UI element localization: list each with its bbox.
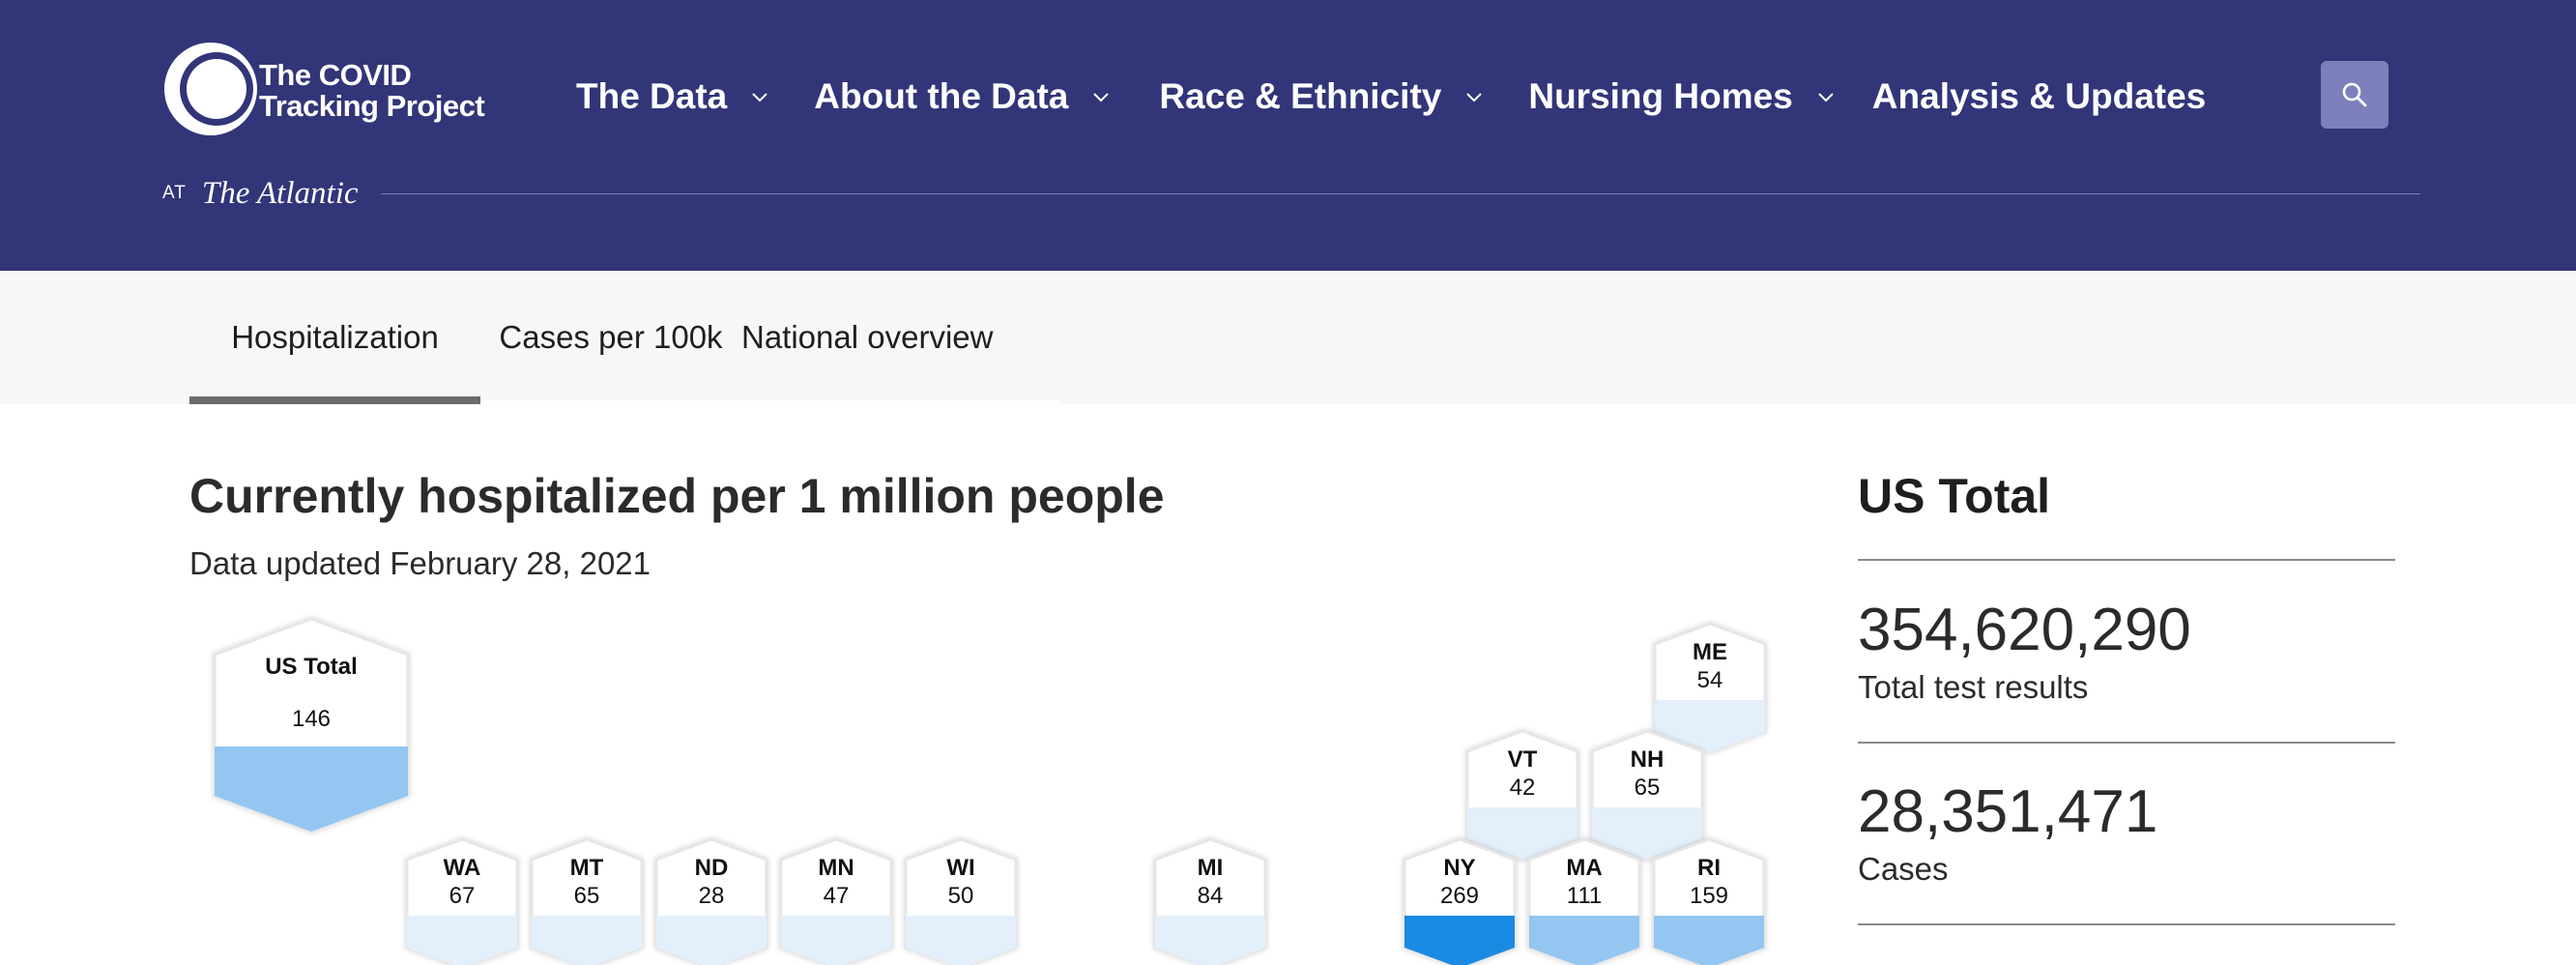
- hex-value: 67: [449, 883, 476, 909]
- hex-me[interactable]: ME 54: [1653, 622, 1767, 754]
- logo-line-1: The COVID: [259, 58, 412, 92]
- hex-label: MI: [1198, 855, 1224, 881]
- nav-item-label: About the Data: [814, 76, 1069, 116]
- hex-value: 84: [1198, 883, 1224, 909]
- tab-bar: [0, 271, 2576, 404]
- hex-wi[interactable]: WI 50: [904, 837, 1018, 965]
- map-title: Currently hospitalized per 1 million peo…: [189, 469, 1165, 523]
- logo-line-2: Tracking Project: [259, 89, 485, 123]
- site-header: The COVID Tracking Project The Data Abou…: [0, 0, 2576, 271]
- updated-date: Data updated February 28, 2021: [189, 545, 651, 581]
- hex-label: NY: [1443, 855, 1475, 881]
- chevron-down-icon: [1093, 93, 1110, 102]
- hex-nh[interactable]: NH 65: [1590, 729, 1704, 862]
- nav-item-label: Analysis & Updates: [1871, 76, 2207, 116]
- sidebar-divider: [1858, 742, 2395, 744]
- hex-value: 47: [824, 883, 850, 909]
- sidebar-divider: [1858, 923, 2395, 925]
- nav-item-nursing-homes[interactable]: Nursing Homes: [1528, 76, 1837, 117]
- hex-label: WA: [444, 855, 481, 881]
- hex-us-total[interactable]: US Total 146: [213, 617, 410, 833]
- nav-item-the-data[interactable]: The Data: [576, 76, 771, 117]
- hex-value: 42: [1510, 775, 1536, 801]
- hex-value: 269: [1440, 883, 1479, 909]
- tab-national-overview[interactable]: National overview: [741, 319, 994, 355]
- hex-value: 65: [574, 883, 600, 909]
- tab-cases-per-100k[interactable]: Cases per 100k: [499, 319, 723, 355]
- hex-value: 28: [699, 883, 725, 909]
- stat-cases-value: 28,351,471: [1858, 778, 2158, 845]
- hex-vt[interactable]: VT 42: [1465, 729, 1579, 862]
- hex-ny[interactable]: NY 269: [1403, 837, 1517, 965]
- hex-mi[interactable]: MI 84: [1153, 837, 1267, 965]
- nav-item-label: Nursing Homes: [1528, 76, 1793, 116]
- hex-mn[interactable]: MN 47: [779, 837, 893, 965]
- hex-mt[interactable]: MT 65: [530, 837, 644, 965]
- tabs: Hospitalization Cases per 100k National …: [189, 271, 993, 404]
- nav-item-label: Race & Ethnicity: [1159, 76, 1442, 116]
- search-icon: [2342, 82, 2367, 107]
- site-logo[interactable]: The COVID Tracking Project: [162, 41, 510, 147]
- header-divider: [381, 193, 2420, 194]
- hex-value: 111: [1567, 883, 1602, 909]
- hex-label: MT: [570, 855, 604, 881]
- hex-label: WI: [946, 855, 974, 881]
- hex-value: 146: [292, 706, 331, 732]
- logo-text: The COVID Tracking Project: [259, 58, 485, 123]
- logo-mark-icon: [164, 43, 257, 135]
- partner-credit: AT The Atlantic: [162, 174, 359, 213]
- hex-ri[interactable]: RI 159: [1652, 837, 1766, 965]
- hex-label: VT: [1508, 746, 1538, 773]
- hex-label: MA: [1566, 855, 1602, 881]
- search-button[interactable]: [2321, 61, 2388, 129]
- hex-label: ND: [695, 855, 729, 881]
- hex-label: US Total: [265, 654, 358, 680]
- hex-value: 50: [948, 883, 974, 909]
- stat-total-tests-value: 354,620,290: [1858, 597, 2191, 663]
- chevron-down-icon: [1818, 93, 1834, 102]
- tab-hospitalization[interactable]: Hospitalization: [189, 271, 480, 404]
- hex-value: 65: [1635, 775, 1661, 801]
- atlantic-logo[interactable]: The Atlantic: [201, 175, 359, 211]
- sidebar-divider: [1858, 559, 2395, 561]
- sidebar-title: US Total: [1858, 469, 2051, 523]
- tab-panel-edge: [189, 400, 1059, 406]
- nav-item-analysis-updates[interactable]: Analysis & Updates: [1872, 76, 2206, 117]
- nav-item-about-the-data[interactable]: About the Data: [814, 76, 1113, 117]
- main-nav: The Data About the Data Race & Ethnicity…: [576, 72, 2206, 122]
- hex-value: 54: [1697, 667, 1723, 693]
- chevron-down-icon: [1466, 93, 1483, 102]
- hex-nd[interactable]: ND 28: [654, 837, 768, 965]
- hex-label: NH: [1631, 746, 1664, 773]
- hex-wa[interactable]: WA 67: [405, 837, 519, 965]
- nav-item-label: The Data: [576, 76, 728, 116]
- nav-item-race-ethnicity[interactable]: Race & Ethnicity: [1159, 76, 1486, 117]
- hex-label: MN: [818, 855, 854, 881]
- hex-value: 159: [1690, 883, 1728, 909]
- chevron-down-icon: [752, 93, 767, 102]
- hex-label: RI: [1697, 855, 1721, 881]
- at-label: AT: [162, 183, 187, 203]
- hex-map: US Total 146 ME 54 VT 42 NH 65 WA 67 MT …: [213, 617, 1767, 965]
- hex-ma[interactable]: MA 111: [1527, 837, 1641, 965]
- hex-label: ME: [1693, 639, 1727, 665]
- stat-cases-label: Cases: [1858, 851, 1949, 887]
- stat-total-tests-label: Total test results: [1858, 669, 2089, 705]
